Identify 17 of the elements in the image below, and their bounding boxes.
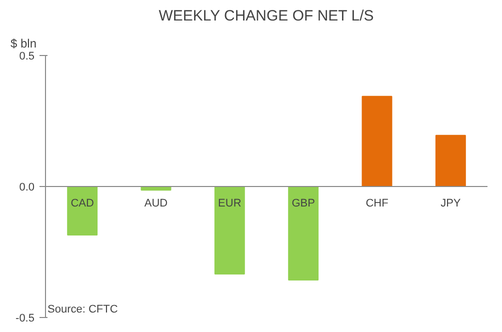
y-tick-label: 0.5 xyxy=(19,50,35,62)
bar xyxy=(67,186,98,236)
bar xyxy=(435,134,466,187)
chart-title: WEEKLY CHANGE OF NET L/S xyxy=(158,8,374,24)
bar xyxy=(288,186,319,281)
x-tick-label: CHF xyxy=(366,198,389,210)
x-tick-label: JPY xyxy=(440,198,462,210)
bar xyxy=(214,186,245,275)
x-tick-label: EUR xyxy=(218,198,242,210)
annotation: Source: CFTC xyxy=(48,304,118,316)
bar xyxy=(362,96,392,187)
y-tick-label: 0.0 xyxy=(19,182,35,194)
y-tick-label: -0.5 xyxy=(16,312,35,324)
y-axis-title: $ bln xyxy=(10,36,37,50)
x-tick-label: GBP xyxy=(292,198,315,210)
x-tick-label: CAD xyxy=(70,198,94,210)
x-tick-label: AUD xyxy=(144,198,168,210)
